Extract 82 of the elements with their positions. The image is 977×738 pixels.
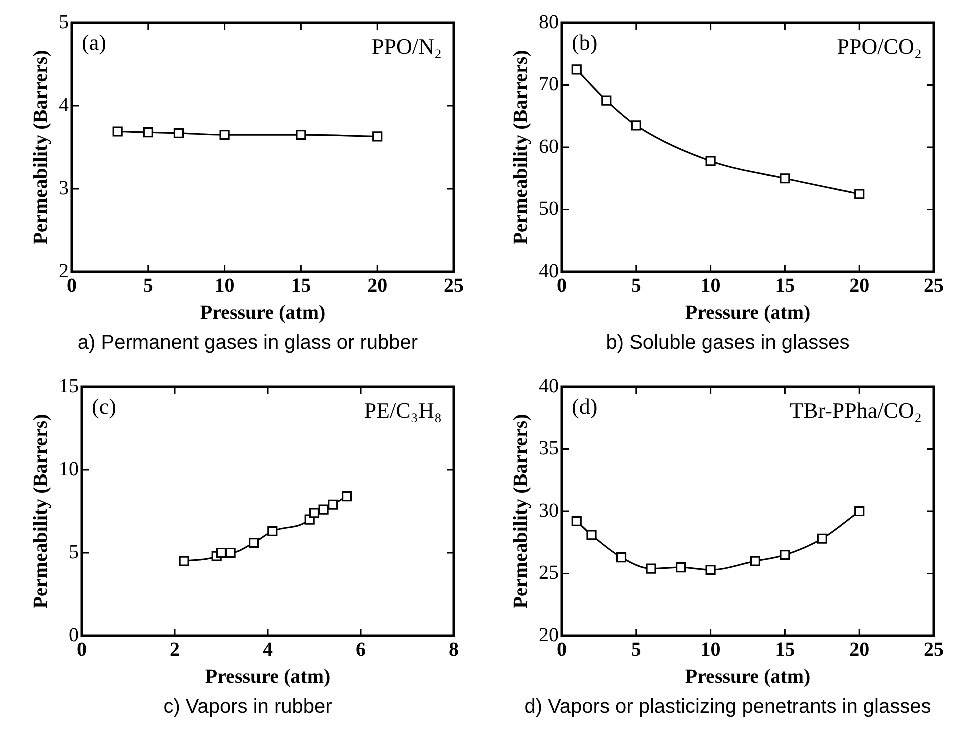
- annotation: (c): [92, 394, 116, 419]
- y-tick-label: 40: [539, 260, 559, 282]
- y-tick-label: 5: [69, 541, 79, 564]
- x-tick-label: 10: [214, 275, 235, 298]
- annotation: PE/C₃H₈: [364, 398, 442, 423]
- x-tick-label: 20: [850, 275, 870, 298]
- y-tick-label: 0: [69, 624, 79, 646]
- annotation: (d): [572, 394, 598, 419]
- y-axis-title: Permeability (Barrers): [510, 50, 532, 245]
- y-axis-title: Permeability (Barrers): [510, 414, 532, 609]
- y-tick-label: 80: [539, 11, 559, 34]
- point: [226, 548, 236, 558]
- point: [328, 500, 338, 510]
- point: [572, 516, 582, 527]
- x-tick-label: 20: [368, 275, 388, 298]
- text: c) Vapors in rubber: [164, 696, 332, 719]
- y-tick-label: 30: [539, 500, 559, 522]
- point: [646, 564, 656, 574]
- point: [706, 564, 716, 576]
- y-tick-label: 50: [539, 198, 559, 220]
- point: [616, 552, 627, 563]
- y-tick-label: 2: [59, 260, 69, 282]
- point: [586, 530, 597, 540]
- x-tick-label: 2: [170, 639, 180, 662]
- text: b) Soluble gases in glasses: [606, 332, 850, 355]
- point: [854, 189, 865, 200]
- point: [780, 174, 790, 184]
- y-axis-title: Permeability (Barrers): [30, 50, 52, 245]
- x-tick-label: 5: [143, 275, 154, 298]
- point: [249, 538, 260, 548]
- point: [572, 64, 582, 75]
- point: [706, 156, 716, 166]
- x-axis-title: Pressure (atm): [205, 666, 331, 688]
- x-axis-title: Pressure (atm): [685, 302, 811, 324]
- x-tick-label: 25: [924, 639, 944, 662]
- y-tick-label: 40: [539, 375, 559, 398]
- x-tick-label: 15: [775, 275, 796, 298]
- x-tick-label: 5: [631, 275, 642, 298]
- annotation: PPO/N₂: [372, 34, 442, 59]
- x-tick-label: 10: [700, 275, 721, 298]
- x-tick-label: 20: [850, 639, 870, 662]
- point: [631, 120, 642, 131]
- y-tick-label: 35: [539, 438, 559, 460]
- point: [342, 492, 352, 502]
- point: [268, 526, 278, 536]
- x-tick-label: 15: [291, 275, 312, 298]
- x-tick-label: 25: [444, 275, 464, 298]
- annotation: TBr-PPha/CO₂: [790, 398, 922, 423]
- point: [216, 548, 227, 558]
- point: [179, 556, 190, 566]
- x-tick-label: 4: [263, 639, 273, 662]
- point: [854, 506, 865, 517]
- annotation: (a): [82, 30, 106, 55]
- text: a) Permanent gases in glass or rubber: [78, 332, 418, 355]
- x-axis-title: Pressure (atm): [200, 302, 326, 324]
- y-tick-label: 10: [59, 458, 79, 480]
- annotation: (b): [572, 30, 598, 55]
- y-tick-label: 3: [59, 177, 69, 200]
- point: [318, 504, 329, 515]
- x-tick-label: 10: [700, 639, 721, 662]
- annotation: PPO/CO₂: [837, 34, 922, 59]
- x-axis-title: Pressure (atm): [685, 666, 811, 688]
- y-tick-label: 4: [59, 94, 69, 116]
- y-tick-label: 5: [59, 11, 69, 34]
- y-tick-label: 70: [539, 74, 559, 96]
- x-tick-label: 25: [924, 275, 944, 298]
- x-tick-label: 6: [356, 639, 366, 662]
- point: [817, 534, 828, 544]
- point: [676, 562, 686, 573]
- point: [602, 96, 612, 106]
- y-tick-label: 20: [539, 624, 559, 646]
- x-tick-label: 8: [449, 639, 459, 662]
- text: d) Vapors or plasticizing penetrants in glasses: [524, 696, 932, 719]
- y-tick-label: 15: [59, 375, 79, 398]
- point: [780, 550, 790, 560]
- y-tick-label: 25: [539, 562, 559, 584]
- point: [750, 556, 760, 566]
- x-tick-label: 5: [631, 639, 642, 662]
- point: [309, 508, 320, 518]
- y-axis-title: Permeability (Barrers): [30, 414, 52, 609]
- y-tick-label: 60: [539, 136, 559, 158]
- x-tick-label: 15: [775, 639, 796, 662]
